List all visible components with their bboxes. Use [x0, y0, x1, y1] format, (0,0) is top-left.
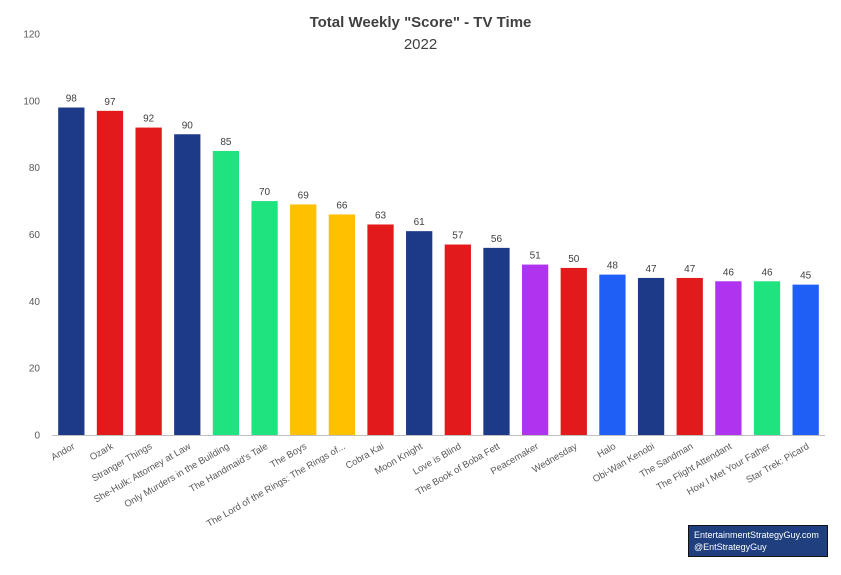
- credit-website: EntertainmentStrategyGuy.com: [694, 530, 819, 540]
- chart-title: Total Weekly "Score" - TV Time: [309, 14, 532, 31]
- bar: [483, 247, 510, 435]
- bar: [328, 214, 356, 435]
- bar: [560, 267, 587, 435]
- y-tick-label: 20: [29, 364, 41, 375]
- bar: [290, 204, 317, 435]
- bar: [599, 274, 626, 435]
- bar: [637, 277, 665, 435]
- data-label: 47: [684, 264, 696, 275]
- y-tick-label: 40: [29, 297, 41, 308]
- bar: [251, 201, 278, 435]
- y-tick-label: 0: [34, 431, 40, 442]
- data-label: 63: [375, 210, 387, 221]
- credit-box: EntertainmentStrategyGuy.com @EntStrateg…: [688, 525, 828, 557]
- data-label: 98: [66, 94, 78, 105]
- bar: [135, 127, 162, 436]
- bar: [753, 281, 781, 435]
- x-tick-label: Halo: [595, 441, 617, 460]
- bar: [406, 231, 433, 435]
- credit-handle: @EntStrategyGuy: [694, 542, 767, 552]
- x-tick-label: Andor: [49, 441, 76, 463]
- data-label: 50: [568, 254, 580, 265]
- data-label: 85: [220, 137, 232, 148]
- data-label: 97: [104, 97, 116, 108]
- data-label: 51: [530, 251, 542, 262]
- data-label: 56: [491, 234, 503, 245]
- y-tick-label: 80: [29, 163, 41, 174]
- data-label: 61: [414, 217, 426, 228]
- chart-subtitle: 2022: [403, 36, 438, 53]
- bar: [96, 110, 124, 435]
- y-tick-label: 120: [23, 30, 40, 41]
- x-tick-label: The Lord of the Rings: The Rings of...: [205, 441, 348, 530]
- bar: [715, 281, 742, 435]
- data-label: 45: [800, 271, 812, 282]
- data-label: 70: [259, 187, 271, 198]
- x-tick-label: Ozark: [88, 441, 116, 463]
- data-label: 46: [761, 267, 773, 278]
- data-label: 92: [143, 114, 155, 125]
- y-tick-label: 60: [29, 230, 41, 241]
- data-label: 66: [336, 200, 348, 211]
- bar: [367, 224, 394, 435]
- bar: [212, 150, 240, 436]
- data-label: 46: [723, 267, 735, 278]
- bar: [174, 134, 201, 435]
- y-tick-label: 100: [23, 96, 40, 107]
- data-label: 47: [646, 264, 658, 275]
- bar: [521, 264, 549, 435]
- data-label: 90: [182, 120, 194, 131]
- data-label: 57: [452, 231, 464, 242]
- bar: [792, 284, 819, 435]
- data-label: 48: [607, 261, 619, 272]
- bar: [444, 244, 471, 435]
- bar: [676, 277, 703, 435]
- bar: [58, 107, 85, 436]
- data-label: 69: [298, 190, 310, 201]
